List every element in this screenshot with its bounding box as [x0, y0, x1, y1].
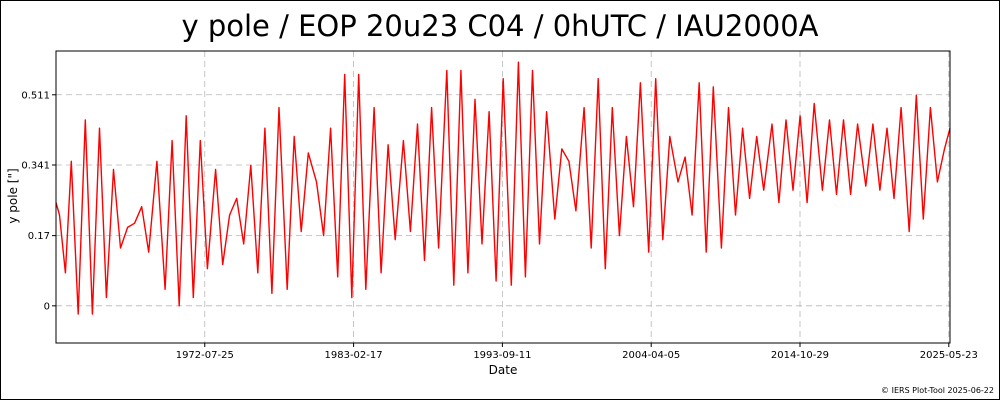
x-tick-label: 1983-02-17 [325, 350, 383, 361]
series-line [55, 61, 951, 315]
x-tick-label: 1993-09-11 [473, 350, 531, 361]
x-tick-label: 2025-05-23 [920, 350, 978, 361]
plot-area [55, 50, 951, 344]
x-axis-label: Date [489, 363, 518, 377]
gridlines [56, 51, 950, 343]
y-axis-label: y pole ["] [6, 168, 20, 223]
x-tick-label: 1972-07-25 [176, 350, 234, 361]
axis-ticks: 0 0.17 0.341 0.511 1972-07-25 1983-02-17 1993-… [21, 90, 978, 361]
copyright-footer: © IERS Plot-Tool 2025-06-22 [881, 386, 994, 395]
x-tick-label: 2014-10-29 [771, 350, 829, 361]
y-tick-label: 0.341 [21, 160, 50, 171]
y-tick-label: 0.17 [28, 231, 50, 242]
x-tick-label: 2004-04-05 [622, 350, 680, 361]
y-tick-label: 0 [44, 301, 50, 312]
y-tick-label: 0.511 [21, 90, 50, 101]
chart-title: y pole / EOP 20u23 C04 / 0hUTC / IAU2000… [181, 9, 818, 43]
